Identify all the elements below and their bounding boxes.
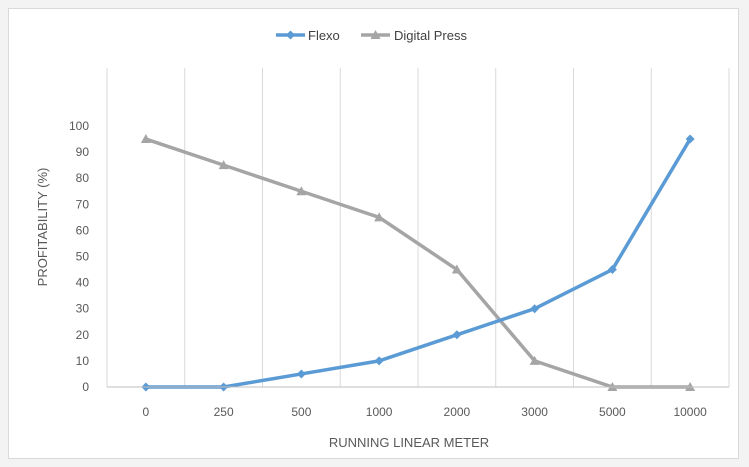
legend-item: Flexo (276, 28, 340, 43)
data-point (530, 304, 540, 314)
data-point (218, 160, 229, 170)
legend-item: Digital Press (361, 28, 467, 43)
data-point (374, 356, 384, 366)
legend-label: Digital Press (394, 28, 467, 43)
x-tick-label: 0 (143, 405, 150, 419)
data-point (140, 134, 151, 144)
series-line (144, 137, 692, 389)
y-tick-label: 40 (76, 276, 90, 290)
x-axis-title: RUNNING LINEAR METER (329, 435, 489, 450)
y-axis-title: PROFITABILITY (%) (35, 168, 50, 287)
legend-marker (286, 30, 295, 40)
x-tick-label: 1000 (366, 405, 393, 419)
series-flexo (141, 134, 695, 392)
data-point (451, 264, 462, 274)
x-tick-label: 10000 (673, 405, 707, 419)
chart-frame (8, 8, 739, 459)
series-layer (140, 134, 696, 392)
y-tick-label: 20 (76, 328, 90, 342)
legend-marker (370, 30, 381, 39)
y-tick-label: 10 (76, 354, 90, 368)
x-tick-label: 500 (291, 405, 311, 419)
data-point (685, 134, 695, 144)
data-point (452, 330, 462, 340)
y-tick-label: 100 (69, 119, 89, 133)
data-point (296, 186, 307, 196)
data-point (607, 265, 617, 275)
y-tick-label: 60 (76, 223, 90, 237)
y-tick-label: 80 (76, 171, 90, 185)
data-point (296, 369, 306, 379)
x-tick-label: 2000 (444, 405, 471, 419)
y-tick-label: 90 (76, 145, 90, 159)
y-tick-label: 30 (76, 302, 90, 316)
legend: Flexo Digital Press (276, 28, 467, 43)
series-line (144, 137, 692, 389)
y-tick-label: 0 (82, 380, 89, 394)
y-tick-label: 50 (76, 250, 90, 264)
x-tick-label: 250 (214, 405, 234, 419)
data-point (529, 355, 540, 365)
grid-lines (106, 68, 730, 387)
data-point (374, 212, 385, 222)
x-tick-label: 3000 (521, 405, 548, 419)
y-tick-label: 70 (76, 197, 90, 211)
legend-label: Flexo (308, 28, 340, 43)
x-tick-label: 5000 (599, 405, 626, 419)
